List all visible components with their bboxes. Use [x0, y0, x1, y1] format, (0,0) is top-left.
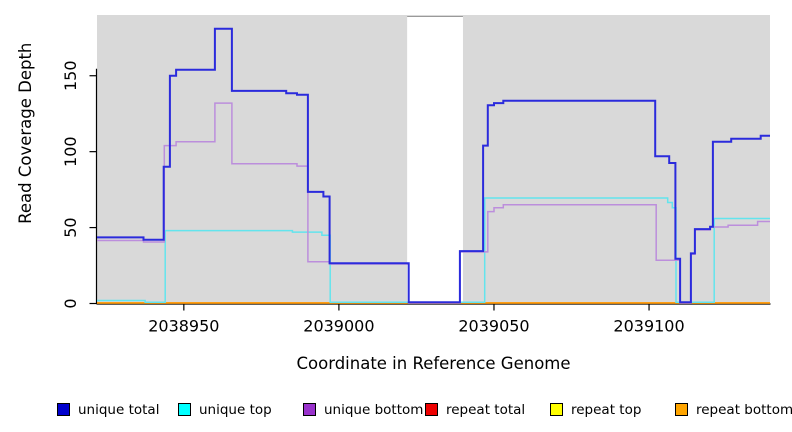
- legend-label-repeat-bottom: repeat bottom: [696, 401, 792, 418]
- x-tick-label: 2038950: [148, 317, 219, 336]
- masked-region: [407, 16, 463, 304]
- legend-label-unique-bottom: unique bottom: [324, 401, 424, 418]
- y-tick-label: 150: [61, 60, 80, 91]
- legend-label-repeat-total: repeat total: [446, 401, 526, 418]
- legend-item-repeat-total: repeat total: [425, 401, 526, 418]
- y-tick-label: 100: [61, 136, 80, 167]
- y-tick-label: 50: [61, 217, 80, 237]
- series-line-unique-total: [97, 27, 770, 304]
- legend-item-repeat-top: repeat top: [550, 401, 642, 418]
- y-axis-title: Read Coverage Depth: [16, 43, 35, 224]
- legend-label-unique-top: unique top: [199, 401, 272, 418]
- y-tick-label: 0: [61, 298, 80, 308]
- legend-item-unique-bottom: unique bottom: [303, 401, 424, 418]
- legend-swatch-repeat-total: [425, 403, 438, 416]
- x-tick-label: 2039050: [458, 317, 529, 336]
- legend-swatch-repeat-top: [550, 403, 563, 416]
- legend-swatch-repeat-bottom: [675, 403, 688, 416]
- legend-item-unique-top: unique top: [178, 401, 272, 418]
- x-axis-title: Coordinate in Reference Genome: [296, 354, 570, 373]
- legend-swatch-unique-total: [57, 403, 70, 416]
- x-tick-label: 2039100: [613, 317, 684, 336]
- legend-swatch-unique-top: [178, 403, 191, 416]
- legend-label-unique-total: unique total: [78, 401, 160, 418]
- legend-label-repeat-top: repeat top: [571, 401, 642, 418]
- legend-swatch-unique-bottom: [303, 403, 316, 416]
- x-tick-label: 2039000: [303, 317, 374, 336]
- legend-item-repeat-bottom: repeat bottom: [675, 401, 792, 418]
- legend-item-unique-total: unique total: [57, 401, 160, 418]
